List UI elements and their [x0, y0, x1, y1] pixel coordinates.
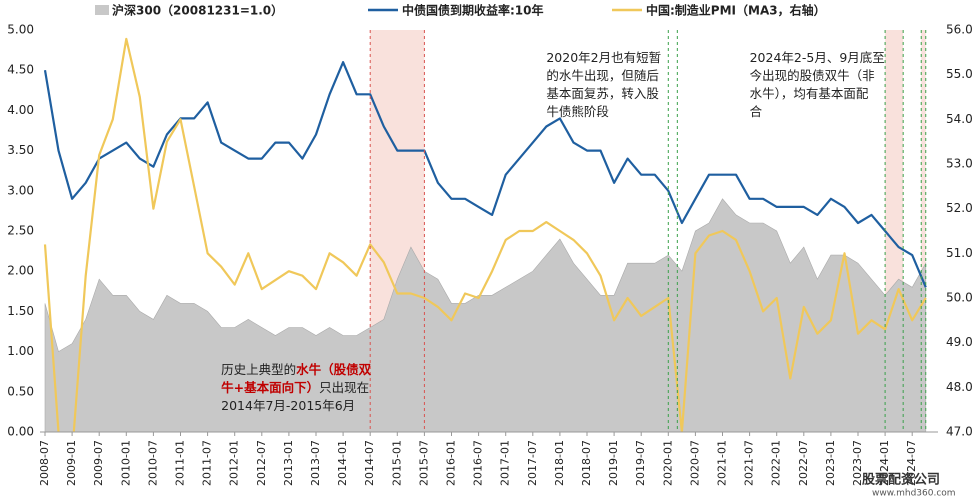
annotation-text: 的水牛出现，但随后	[546, 68, 659, 83]
area-series	[44, 198, 927, 432]
x-tick-label: 2023-01	[824, 440, 837, 486]
y-tick-label: 2.00	[7, 264, 34, 278]
annotation: 的水牛出现，但随后	[546, 68, 659, 83]
annotation-text: 水牛（股债双	[296, 362, 372, 377]
y-tick-label: 1.50	[7, 304, 34, 318]
annotation-text: 2014年7月-2015年6月	[221, 398, 355, 413]
legend-swatch	[95, 5, 109, 15]
x-tick-label: 2008-07	[38, 440, 51, 486]
annotation-text: 2024年2-5月、9月底至	[750, 50, 885, 65]
x-tick-label: 2024-07	[905, 440, 918, 486]
highlight-region	[921, 30, 926, 432]
x-tick-label: 2011-01	[174, 440, 187, 486]
y2-tick-label: 49.0	[946, 335, 973, 349]
y-tick-label: 3.00	[7, 183, 34, 197]
annotation-text: 2020年2月也有短暂	[546, 50, 661, 65]
annotation-text: 历史上典型的	[221, 362, 296, 377]
annotation: 历史上典型的水牛（股债双	[221, 362, 372, 377]
annotation-text: 今出现的股债双牛（非	[750, 68, 875, 83]
legend-label: 中债国债到期收益率:10年	[402, 3, 544, 18]
x-tick-label: 2009-01	[65, 440, 78, 486]
y-tick-label: 4.50	[7, 63, 34, 77]
annotation-text: 合	[750, 104, 763, 119]
x-tick-label: 2011-07	[201, 440, 214, 486]
y-tick-label: 4.00	[7, 103, 34, 117]
legend-label: 中国:制造业PMI（MA3，右轴）	[646, 3, 826, 18]
y2-tick-label: 50.0	[946, 291, 973, 305]
annotation-text: 水牛），均有基本面配	[750, 86, 869, 101]
y-tick-label: 0.00	[7, 425, 34, 439]
x-tick-label: 2012-07	[255, 440, 268, 486]
y2-tick-label: 48.0	[946, 380, 973, 394]
annotation-text: 只出现在	[319, 380, 369, 395]
x-tick-label: 2019-01	[607, 440, 620, 486]
x-tick-label: 2022-01	[770, 440, 783, 486]
x-tick-label: 2021-01	[716, 440, 729, 486]
x-tick-label: 2013-07	[309, 440, 322, 486]
annotation: 水牛），均有基本面配	[750, 86, 869, 101]
y2-tick-label: 54.0	[946, 112, 973, 126]
line-series	[43, 61, 927, 288]
y-tick-label: 3.50	[7, 143, 34, 157]
x-tick-label: 2018-01	[553, 440, 566, 486]
y2-tick-label: 53.0	[946, 157, 973, 171]
annotation-text: 牛+基本面向下）	[221, 380, 319, 395]
line-series	[43, 37, 927, 432]
annotation: 2014年7月-2015年6月	[221, 398, 355, 413]
watermark: www.mhd360.com	[872, 489, 956, 499]
annotation: 基本面复苏，转入股	[546, 86, 659, 101]
x-tick-label: 2012-01	[228, 440, 241, 486]
x-tick-label: 2022-07	[797, 440, 810, 486]
x-tick-label: 2015-07	[417, 440, 430, 486]
y2-tick-label: 55.0	[946, 67, 973, 81]
x-tick-label: 2019-07	[634, 440, 647, 486]
x-tick-label: 2009-07	[92, 440, 105, 486]
x-tick-label: 2024-01	[878, 440, 891, 486]
x-tick-label: 2021-07	[743, 440, 756, 486]
y2-tick-label: 51.0	[946, 246, 973, 260]
annotation-text: 基本面复苏，转入股	[546, 86, 659, 101]
x-tick-label: 2016-07	[472, 440, 485, 486]
annotation: 牛+基本面向下）只出现在	[221, 380, 369, 395]
x-tick-label: 2020-01	[661, 440, 674, 486]
annotation: 今出现的股债双牛（非	[750, 68, 875, 83]
x-tick-label: 2010-01	[119, 440, 132, 486]
x-tick-label: 2015-01	[390, 440, 403, 486]
x-tick-label: 2013-01	[282, 440, 295, 486]
legend-label: 沪深300（20081231=1.0）	[112, 3, 283, 18]
y-tick-label: 1.00	[7, 344, 34, 358]
y2-tick-label: 47.0	[946, 425, 973, 439]
annotation: 2024年2-5月、9月底至	[750, 50, 885, 65]
watermark: 股票配资公司	[862, 472, 940, 488]
x-tick-label: 2018-07	[580, 440, 593, 486]
x-tick-label: 2017-01	[499, 440, 512, 486]
annotation: 牛债熊阶段	[546, 104, 609, 119]
y-tick-label: 5.00	[7, 23, 34, 37]
x-tick-label: 2014-07	[363, 440, 376, 486]
y-tick-label: 0.50	[7, 384, 34, 398]
x-tick-label: 2017-07	[526, 440, 539, 486]
x-tick-label: 2014-01	[336, 440, 349, 486]
plot-area	[43, 37, 927, 432]
x-tick-label: 2016-01	[445, 440, 458, 486]
annotation: 合	[750, 104, 763, 119]
y2-tick-label: 56.0	[946, 23, 973, 37]
annotation-text: 牛债熊阶段	[546, 104, 609, 119]
x-tick-label: 2020-07	[688, 440, 701, 486]
annotation: 2020年2月也有短暂	[546, 50, 661, 65]
y2-tick-label: 52.0	[946, 201, 973, 215]
x-tick-label: 2010-07	[146, 440, 159, 486]
y-tick-label: 2.50	[7, 224, 34, 238]
x-tick-label: 2023-07	[851, 440, 864, 486]
